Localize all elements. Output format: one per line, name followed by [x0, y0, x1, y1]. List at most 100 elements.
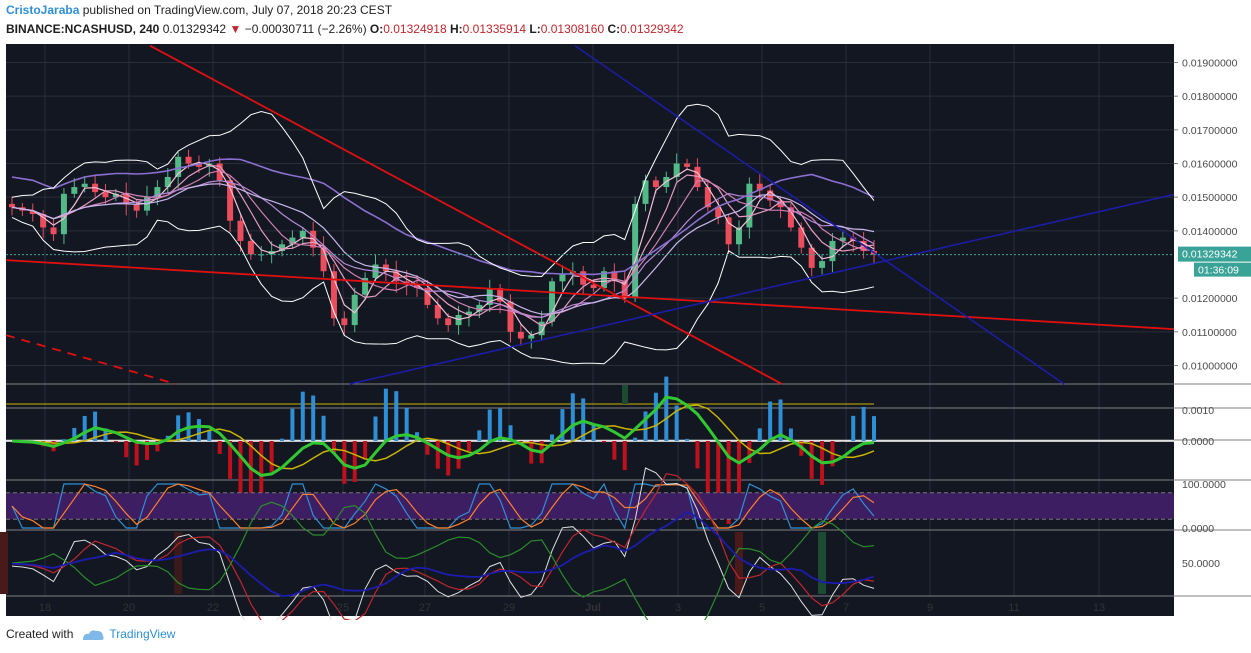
- signal-highlight-bar: [0, 532, 8, 594]
- candle-body: [829, 240, 836, 262]
- price-axis: [1174, 44, 1251, 616]
- macd-histogram-bar: [622, 441, 627, 471]
- axis-labels: 18 20 22 25 27 29 Jul 3 5 7 9 11 13 0.01900000 0.01800…: [39, 58, 1251, 614]
- macd-histogram-bar: [508, 425, 513, 441]
- macd-histogram-bar: [872, 416, 876, 441]
- candle-body: [684, 163, 691, 167]
- macd-histogram-bar: [716, 441, 721, 515]
- candle-body: [50, 227, 57, 235]
- candle-body: [767, 190, 774, 201]
- macd-histogram-bar: [570, 393, 575, 441]
- blue-trendline-ascending: [349, 193, 1175, 385]
- price-tick-label: 0.01400000: [1182, 226, 1238, 238]
- author-link[interactable]: CristoJaraba: [6, 3, 80, 17]
- macd-histogram-bar: [155, 441, 160, 452]
- time-tick-label: 18: [39, 602, 51, 614]
- price-tick-label: 0.01900000: [1182, 58, 1238, 70]
- macd-histogram-bar: [217, 441, 222, 454]
- candle-body: [330, 271, 337, 319]
- candle-body: [424, 288, 431, 305]
- candle-body: [102, 192, 109, 198]
- candle-body: [434, 304, 441, 319]
- time-tick-label: 5: [759, 602, 765, 614]
- chart-area[interactable]: 18 20 22 25 27 29 Jul 3 5 7 9 11 13 0.01900000 0.01800…: [0, 40, 1251, 620]
- time-tick-label: 29: [503, 602, 515, 614]
- stoch-axis-label: 0.0000: [1182, 523, 1214, 535]
- candle-body: [414, 284, 421, 289]
- published-text: published on TradingView.com, July 07, 2…: [82, 3, 393, 17]
- candle-body: [725, 217, 732, 245]
- price-tick-label: 0.01100000: [1182, 327, 1237, 339]
- macd-histogram-bar: [82, 416, 87, 441]
- symbol-label: BINANCE:NCASHUSD, 240: [6, 22, 160, 36]
- candle-body: [673, 163, 680, 177]
- macd-histogram-bar: [248, 441, 253, 510]
- macd-histogram-bar: [373, 416, 378, 441]
- macd-histogram-bar: [363, 441, 368, 460]
- macd-histogram-bar: [612, 441, 617, 460]
- macd-histogram-bar: [425, 441, 430, 455]
- main-pane: [5, 44, 1175, 385]
- tradingview-link[interactable]: TradingView: [109, 627, 176, 641]
- rsi-axis-label: 50.0000: [1182, 558, 1220, 570]
- last-price-badge: [1178, 246, 1251, 262]
- stoch-d-line: [11, 483, 875, 529]
- macd-histogram-bar: [456, 441, 461, 469]
- time-tick-label: 27: [419, 602, 431, 614]
- bollinger-upper-line: [11, 103, 875, 278]
- candle-body: [40, 214, 47, 228]
- macd-line: [11, 395, 875, 477]
- candle-body: [559, 274, 566, 282]
- moving-average-line: [11, 164, 875, 327]
- macd-histogram-bar: [196, 419, 201, 441]
- signal-highlight-bar: [734, 532, 743, 594]
- macd-histogram-bar: [809, 441, 814, 479]
- macd-histogram-bar: [466, 441, 471, 452]
- time-tick-label: 3: [675, 602, 681, 614]
- candle-body: [175, 156, 182, 177]
- time-tick-label: 25: [337, 602, 349, 614]
- macd-histogram-bar: [311, 395, 316, 441]
- candle-body: [195, 163, 202, 167]
- down-triangle-icon: ▼: [229, 22, 242, 36]
- low-value: 0.01308160: [540, 22, 605, 36]
- candle-body: [341, 318, 348, 326]
- macd-histogram-bar: [290, 408, 295, 441]
- macd-histogram-bar: [259, 441, 264, 501]
- candle-body: [746, 183, 753, 228]
- candle-body: [549, 281, 556, 322]
- footer: Created with TradingView: [6, 627, 175, 642]
- adx-line: [11, 511, 875, 598]
- long-moving-average-line: [11, 158, 875, 276]
- candle-body: [247, 240, 254, 255]
- tradingview-logo-icon: [83, 630, 105, 640]
- candle-body: [465, 311, 472, 315]
- macd-histogram-bar: [321, 415, 326, 441]
- candle-body: [704, 187, 711, 208]
- macd-histogram-bar: [498, 408, 503, 441]
- macd-histogram-bar: [685, 438, 690, 441]
- macd-histogram-bar: [145, 441, 150, 460]
- candle-body: [756, 183, 763, 191]
- macd-histogram-bar: [560, 409, 565, 441]
- candle-body: [694, 166, 701, 188]
- candle-body: [621, 281, 628, 299]
- candle-body: [362, 277, 369, 295]
- macd-histogram-bar: [695, 441, 700, 469]
- candle-body: [216, 163, 223, 181]
- candle-body: [528, 335, 535, 339]
- open-value: 0.01324918: [383, 22, 447, 36]
- price-tick-label: 0.01200000: [1182, 293, 1238, 305]
- macd-histogram-bar: [124, 441, 129, 458]
- price-tick-label: 0.01500000: [1182, 192, 1238, 204]
- candle-body: [611, 271, 618, 282]
- time-tick-label: 11: [1008, 602, 1019, 614]
- macd-histogram-bar: [788, 428, 793, 441]
- macd-histogram-bar: [228, 441, 233, 479]
- macd-histogram-bar: [435, 441, 440, 469]
- macd-histogram-bar: [331, 441, 336, 454]
- blue-trendline-descending: [574, 45, 1065, 385]
- candle-body: [279, 244, 286, 252]
- macd-histogram-bar: [477, 430, 482, 441]
- macd-histogram-bar: [269, 441, 274, 472]
